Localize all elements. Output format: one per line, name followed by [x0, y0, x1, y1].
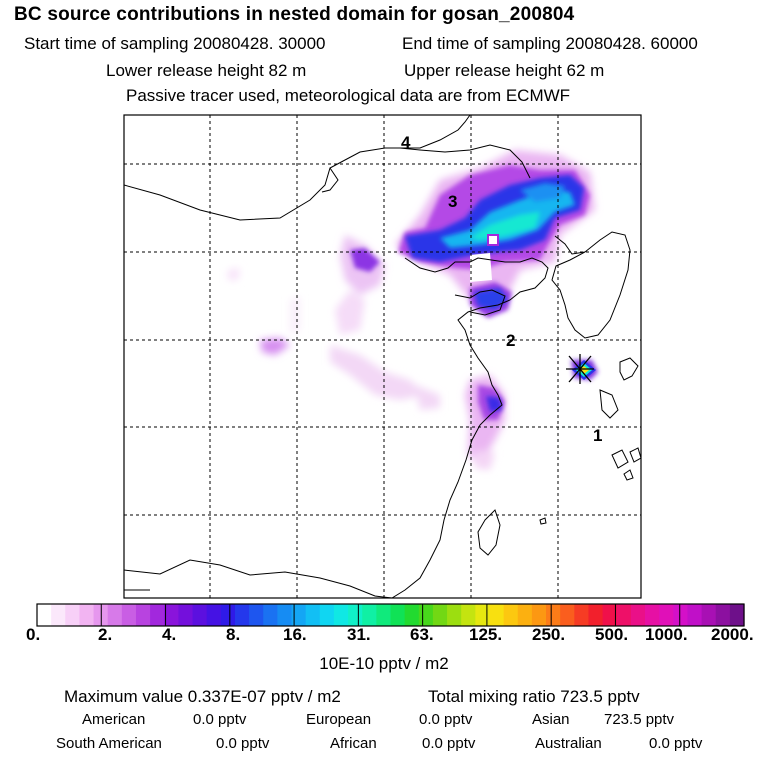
region-asian-value: 723.5 pptv [604, 711, 675, 728]
colorbar-cell [588, 604, 604, 626]
colorbar-cell [602, 604, 618, 626]
colorbar-cell [150, 604, 165, 626]
colorbar [37, 604, 745, 626]
tracer-note: Passive tracer used, meteorological data… [126, 86, 571, 105]
colorbar-cell [178, 604, 194, 626]
colorbar-cell [560, 604, 575, 626]
region-asian-label: Asian [532, 711, 570, 728]
colorbar-cell [65, 604, 81, 626]
colorbar-tick-16: 16. [283, 625, 307, 644]
colorbar-cell [475, 604, 491, 626]
colorbar-cell [630, 604, 646, 626]
region-american-value: 0.0 pptv [193, 711, 247, 728]
colorbar-cell [277, 604, 293, 626]
cluster-label-1: 1 [593, 426, 602, 445]
colorbar-cell [291, 604, 307, 626]
colorbar-cell [517, 604, 533, 626]
cluster-label-3: 3 [448, 192, 457, 211]
region-african-label: African [330, 735, 377, 752]
colorbar-tick-2: 2. [98, 625, 113, 644]
colorbar-cell [51, 604, 66, 626]
plot-title: BC source contributions in nested domain… [14, 4, 575, 25]
plume-gap [470, 253, 492, 282]
region-south-american-value: 0.0 pptv [216, 735, 270, 752]
colorbar-cell [546, 604, 561, 626]
region-american-label: American [82, 711, 146, 728]
total-mixing-ratio: Total mixing ratio 723.5 pptv [428, 687, 640, 706]
cluster-label-4: 4 [401, 133, 411, 152]
colorbar-cell [121, 604, 137, 626]
colorbar-cell [206, 604, 222, 626]
colorbar-cell [362, 604, 377, 626]
colorbar-tick-8: 8. [226, 625, 241, 644]
colorbar-cell [390, 604, 406, 626]
colorbar-cell [673, 604, 689, 626]
upper-release-height: Upper release height 62 m [404, 61, 605, 80]
colorbar-cell [616, 604, 632, 626]
colorbar-cell [489, 604, 505, 626]
colorbar-cell [418, 604, 434, 626]
colorbar-cell [220, 604, 236, 626]
colorbar-tick-4: 4. [162, 625, 177, 644]
lower-release-height: Lower release height 82 m [106, 61, 307, 80]
colorbar-cell [305, 604, 321, 626]
region-european-value: 0.0 pptv [419, 711, 473, 728]
colorbar-tick-500: 500. [595, 625, 629, 644]
colorbar-tick-125: 125. [469, 625, 503, 644]
colorbar-cell [164, 604, 179, 626]
colorbar-cell [659, 604, 674, 626]
colorbar-cell [37, 604, 52, 626]
colorbar-cell [432, 604, 448, 626]
colorbar-cell [404, 604, 420, 626]
colorbar-cell [249, 604, 264, 626]
colorbar-cell [79, 604, 95, 626]
colorbar-cell [574, 604, 590, 626]
region-african-value: 0.0 pptv [422, 735, 476, 752]
region-south-american-label: South American [56, 735, 162, 752]
receptor-star-icon [566, 354, 594, 384]
colorbar-cell [461, 604, 476, 626]
plume-cell-center [489, 236, 497, 244]
colorbar-cell [192, 604, 208, 626]
colorbar-dividers [100, 604, 681, 626]
colorbar-cell [715, 604, 731, 626]
colorbar-tick-63: 63. [410, 625, 434, 644]
region-australian-label: Australian [535, 735, 602, 752]
colorbar-frame [36, 603, 745, 627]
region-australian-value: 0.0 pptv [649, 735, 703, 752]
colorbar-tick-2000: 2000. [711, 625, 754, 644]
colorbar-cell [107, 604, 123, 626]
coastlines [124, 115, 641, 598]
colorbar-cell [531, 604, 547, 626]
colorbar-cell [701, 604, 717, 626]
map-area [124, 115, 641, 598]
colorbar-cell [503, 604, 519, 626]
cluster-label-2: 2 [506, 331, 515, 350]
colorbar-tick-0: 0. [26, 625, 41, 644]
start-time: Start time of sampling 20080428. 30000 [24, 34, 326, 53]
colorbar-cell [319, 604, 335, 626]
map-frame [123, 114, 642, 599]
graticule [124, 115, 641, 598]
colorbar-cell [135, 604, 151, 626]
colorbar-cell [729, 604, 745, 626]
maximum-value: Maximum value 0.337E-07 pptv / m2 [64, 687, 341, 706]
colorbar-tick-1000: 1000. [645, 625, 688, 644]
end-time: End time of sampling 20080428. 60000 [402, 34, 698, 53]
colorbar-cell [447, 604, 462, 626]
colorbar-cell [687, 604, 703, 626]
colorbar-cell [263, 604, 278, 626]
colorbar-cell [645, 604, 660, 626]
region-european-label: European [306, 711, 372, 728]
colorbar-cell [234, 604, 250, 626]
plume-cyan [440, 183, 575, 248]
colorbar-tick-250: 250. [532, 625, 566, 644]
colorbar-tick-31: 31. [347, 625, 371, 644]
colorbar-cell [376, 604, 392, 626]
colorbar-cell [333, 604, 349, 626]
colorbar-units: 10E-10 pptv / m2 [319, 654, 449, 673]
colorbar-cell [348, 604, 363, 626]
